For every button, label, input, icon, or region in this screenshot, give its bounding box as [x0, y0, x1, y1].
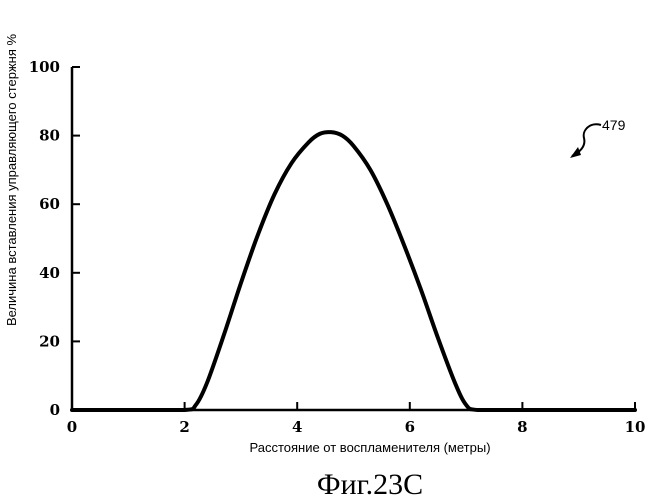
x-tick-label: 4: [292, 418, 302, 436]
x-tick-label: 10: [625, 418, 646, 436]
annotation-label: 479: [602, 117, 626, 133]
x-ticks: 0 2 4 6 8 10: [67, 402, 646, 436]
y-tick-label: 20: [39, 332, 60, 350]
y-ticks: 0 20 40 60 80 100: [29, 58, 80, 419]
x-axis-label: Расстояние от воспламенителя (метры): [249, 440, 490, 455]
y-tick-label: 40: [39, 264, 60, 282]
y-axis-label: Величина вставления управляющего стержня…: [4, 34, 19, 327]
y-tick-label: 80: [39, 127, 60, 145]
y-tick-label: 0: [50, 401, 60, 419]
x-tick-label: 0: [67, 418, 77, 436]
series-line: [70, 130, 637, 412]
annotation-arrowhead: [570, 147, 581, 158]
annotation-479: 479: [570, 117, 626, 158]
x-tick-label: 6: [405, 418, 415, 436]
x-tick-label: 8: [517, 418, 527, 436]
y-tick-label: 100: [29, 58, 60, 76]
y-tick-label: 60: [39, 195, 60, 213]
axes: [70, 67, 635, 412]
figure-caption: Фиг.23С: [317, 468, 423, 500]
x-tick-label: 2: [179, 418, 189, 436]
